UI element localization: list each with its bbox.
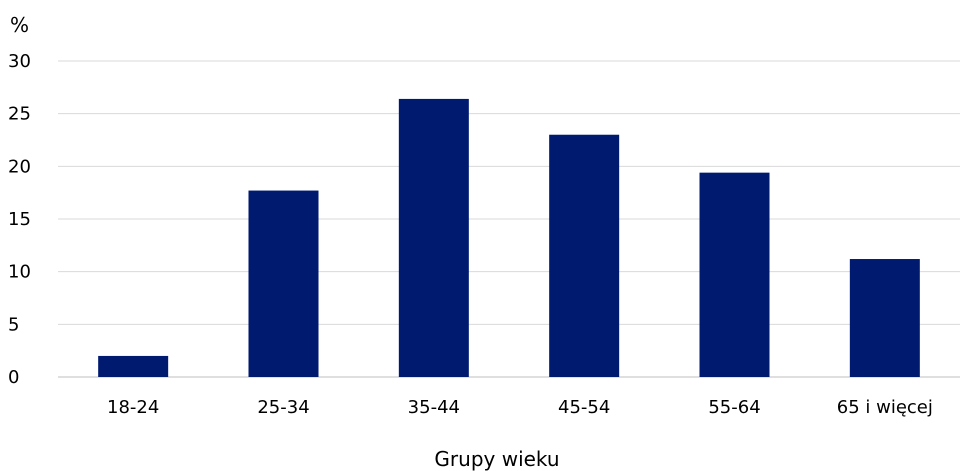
bar-35-44: [398, 98, 469, 378]
y-tick-label: 20: [8, 156, 31, 177]
bar-65-i-więcej: [849, 259, 920, 377]
bar-18-24: [98, 355, 169, 377]
bar-25-34: [248, 190, 319, 377]
bars: [98, 98, 920, 378]
x-tick-label: 45-54: [558, 397, 610, 418]
gridlines: [58, 60, 960, 378]
y-tick-label: 0: [8, 367, 19, 388]
y-tick-label: 10: [8, 262, 31, 283]
y-tick-label: 5: [8, 314, 19, 335]
x-axis-title: Grupy wieku: [434, 447, 559, 471]
x-tick-label: 25-34: [257, 397, 309, 418]
y-tick-label: 25: [8, 104, 31, 125]
bar-45-54: [549, 134, 620, 377]
y-tick-label: 15: [8, 209, 31, 230]
y-axis-unit-label: %: [10, 13, 29, 37]
y-axis-ticks: 0 5 10 15 20 25 30: [8, 51, 31, 388]
x-axis-ticks: 18-24 25-34 35-44 45-54 55-64 65 i więcej: [107, 397, 933, 418]
y-tick-label: 30: [8, 51, 31, 72]
bar-55-64: [699, 172, 770, 377]
x-tick-label: 35-44: [408, 397, 460, 418]
x-tick-label: 18-24: [107, 397, 159, 418]
x-tick-label: 65 i więcej: [837, 397, 933, 418]
x-tick-label: 55-64: [708, 397, 760, 418]
